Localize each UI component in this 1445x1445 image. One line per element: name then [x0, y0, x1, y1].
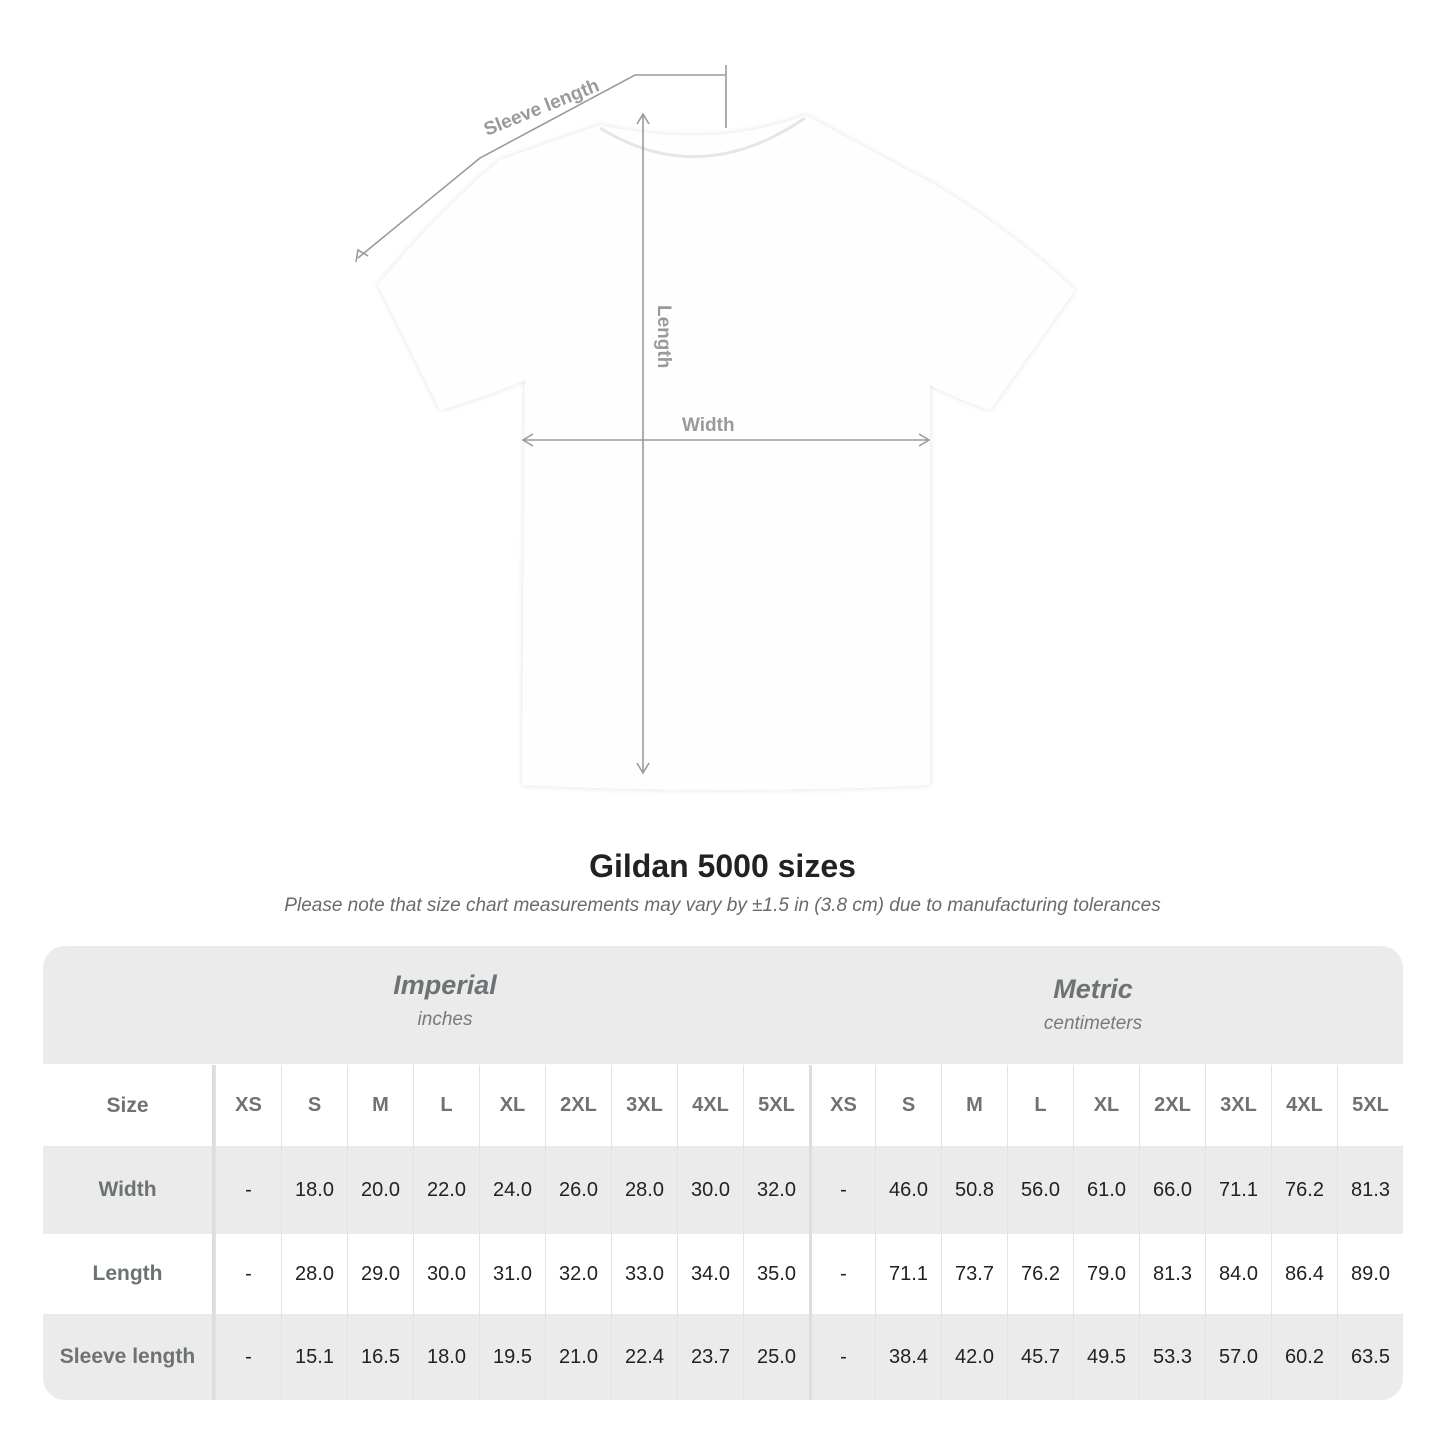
size-header-cell: XS: [215, 1065, 281, 1146]
table-cell: 30.0: [677, 1146, 743, 1234]
table-cell: 26.0: [545, 1146, 611, 1234]
table-cell: 32.0: [743, 1146, 809, 1234]
size-header-row: Size XS S M L XL 2XL 3XL 4XL 5XL XS S M L XL 2XL 3XL 4XL 5…: [43, 1065, 1403, 1146]
size-header-cell: L: [413, 1065, 479, 1146]
table-cell: 53.3: [1139, 1314, 1205, 1400]
table-cell: 33.0: [611, 1234, 677, 1314]
table-cell: 73.7: [941, 1234, 1007, 1314]
size-header-cell: 2XL: [545, 1065, 611, 1146]
measure-lines: [355, 65, 931, 775]
table-cell: 89.0: [1337, 1234, 1403, 1314]
table-cell: 60.2: [1271, 1314, 1337, 1400]
imperial-unit: inches: [417, 1009, 473, 1030]
length-label: Length: [653, 305, 674, 368]
table-header: Imperial inches Metric centimeters: [43, 946, 1403, 1064]
table-cell: 42.0: [941, 1314, 1007, 1400]
table-cell: 34.0: [677, 1234, 743, 1314]
table-cell: 81.3: [1139, 1234, 1205, 1314]
size-header-cell: 4XL: [1271, 1065, 1337, 1146]
size-header-cell: M: [941, 1065, 1007, 1146]
table-cell: 31.0: [479, 1234, 545, 1314]
size-header-cell: 3XL: [611, 1065, 677, 1146]
table-cell: 79.0: [1073, 1234, 1139, 1314]
table-cell: 24.0: [479, 1146, 545, 1234]
table-cell: 86.4: [1271, 1234, 1337, 1314]
table-row: Sleeve length -15.1 16.5 18.0 19.5 21.0 22.4 23…: [43, 1314, 1403, 1400]
size-header-cell: 5XL: [1337, 1065, 1403, 1146]
table-cell: 81.3: [1337, 1146, 1403, 1234]
table-cell: 28.0: [281, 1234, 347, 1314]
row-label: Sleeve length: [43, 1314, 215, 1400]
table-cell: 21.0: [545, 1314, 611, 1400]
table-cell: -: [809, 1146, 875, 1234]
table-cell: 38.4: [875, 1314, 941, 1400]
imperial-header: Imperial inches: [215, 970, 675, 1031]
table-cell: 18.0: [413, 1314, 479, 1400]
imperial-title: Imperial: [393, 970, 497, 1000]
size-header-cell: 2XL: [1139, 1065, 1205, 1146]
size-header-cell: 4XL: [677, 1065, 743, 1146]
size-header-cell: 5XL: [743, 1065, 809, 1146]
table-cell: 15.1: [281, 1314, 347, 1400]
table-cell: 76.2: [1007, 1234, 1073, 1314]
size-header-cell: XL: [479, 1065, 545, 1146]
table-cell: 57.0: [1205, 1314, 1271, 1400]
table-cell: 19.5: [479, 1314, 545, 1400]
size-header-cell: S: [281, 1065, 347, 1146]
table-cell: 46.0: [875, 1146, 941, 1234]
width-label: Width: [682, 415, 735, 436]
table-cell: -: [809, 1234, 875, 1314]
table-cell: 30.0: [413, 1234, 479, 1314]
metric-title: Metric: [1053, 974, 1133, 1004]
table-cell: 71.1: [1205, 1146, 1271, 1234]
table-cell: 66.0: [1139, 1146, 1205, 1234]
tshirt-diagram: Sleeve length Length Width: [355, 65, 1075, 790]
table-cell: 22.4: [611, 1314, 677, 1400]
size-header-cell: S: [875, 1065, 941, 1146]
table-cell: 76.2: [1271, 1146, 1337, 1234]
size-header-cell: XL: [1073, 1065, 1139, 1146]
table-cell: 49.5: [1073, 1314, 1139, 1400]
table-cell: 45.7: [1007, 1314, 1073, 1400]
table-cell: -: [809, 1314, 875, 1400]
table-row: Length -28.0 29.0 30.0 31.0 32.0 33.0 34.0 35.0-…: [43, 1234, 1403, 1314]
metric-header: Metric centimeters: [863, 974, 1323, 1035]
size-header-cell: L: [1007, 1065, 1073, 1146]
table-cell: 18.0: [281, 1146, 347, 1234]
table-cell: 28.0: [611, 1146, 677, 1234]
metric-unit: centimeters: [1043, 1013, 1143, 1034]
row-label: Length: [43, 1234, 215, 1314]
page-title: Gildan 5000 sizes: [589, 848, 856, 884]
row-label: Width: [43, 1146, 215, 1234]
table-cell: 61.0: [1073, 1146, 1139, 1234]
table-cell: -: [215, 1314, 281, 1400]
table-cell: -: [215, 1146, 281, 1234]
sleeve-measure-line: [357, 74, 725, 259]
table-cell: 25.0: [743, 1314, 809, 1400]
size-header-cell: M: [347, 1065, 413, 1146]
table-cell: 22.0: [413, 1146, 479, 1234]
table-cell: 56.0: [1007, 1146, 1073, 1234]
tshirt-image: [378, 115, 1075, 790]
table-cell: 35.0: [743, 1234, 809, 1314]
table-cell: 23.7: [677, 1314, 743, 1400]
table-cell: 32.0: [545, 1234, 611, 1314]
table-cell: 71.1: [875, 1234, 941, 1314]
table-cell: -: [215, 1234, 281, 1314]
collar: [599, 116, 806, 159]
table-cell: 29.0: [347, 1234, 413, 1314]
table-cell: 84.0: [1205, 1234, 1271, 1314]
size-header-cell: XS: [809, 1065, 875, 1146]
table-cell: 16.5: [347, 1314, 413, 1400]
row-label: Size: [43, 1065, 215, 1146]
table-cell: 20.0: [347, 1146, 413, 1234]
tolerance-note: Please note that size chart measurements…: [284, 895, 1161, 916]
table-cell: 50.8: [941, 1146, 1007, 1234]
size-header-cell: 3XL: [1205, 1065, 1271, 1146]
table-cell: 63.5: [1337, 1314, 1403, 1400]
table-row: Width -18.0 20.0 22.0 24.0 26.0 28.0 30.0 32.0-4…: [43, 1146, 1403, 1234]
size-table: Imperial inches Metric centimeters Size X…: [43, 946, 1403, 1400]
